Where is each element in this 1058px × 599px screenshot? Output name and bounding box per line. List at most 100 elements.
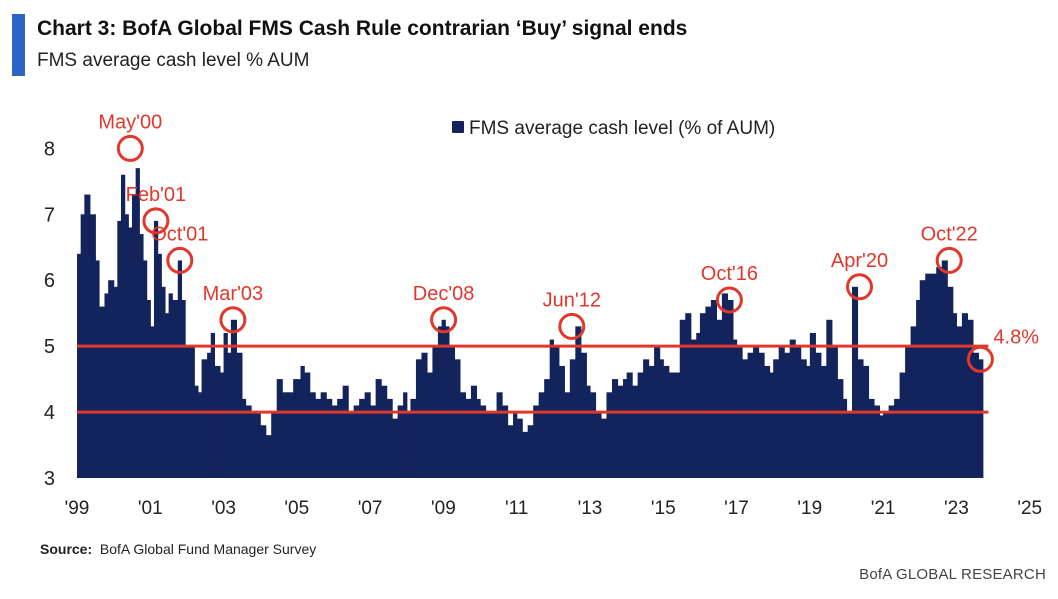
bar xyxy=(161,286,166,478)
bar xyxy=(668,372,675,478)
bar xyxy=(309,392,316,478)
y-tick-label: 3 xyxy=(44,468,55,490)
bar xyxy=(622,379,628,478)
bar xyxy=(586,385,591,478)
bar xyxy=(454,359,461,478)
bar xyxy=(496,392,503,478)
bar xyxy=(84,194,91,478)
bar xyxy=(304,372,311,478)
bar xyxy=(732,339,738,478)
bar xyxy=(947,286,954,478)
bar xyxy=(201,359,208,478)
bar xyxy=(809,332,816,478)
bar xyxy=(862,365,870,478)
bar xyxy=(595,412,602,478)
bar xyxy=(276,379,283,478)
annotation-circle xyxy=(142,207,170,235)
bar xyxy=(437,326,443,478)
bar xyxy=(157,253,162,478)
bar xyxy=(527,425,534,478)
bar xyxy=(663,365,670,478)
annotation-label: Feb'01 xyxy=(126,184,187,206)
bar xyxy=(558,365,565,478)
bar xyxy=(502,405,509,478)
bar xyxy=(245,405,252,478)
bar xyxy=(260,425,267,478)
bar xyxy=(696,332,701,478)
x-axis: '99 '01 '03 '05 '07 '09 '11 '13 '15 '17 '19 '21 '23 '… xyxy=(65,498,1042,519)
annotation-circle xyxy=(558,312,586,340)
bar xyxy=(826,319,833,478)
bar xyxy=(727,300,734,478)
bar xyxy=(397,405,404,478)
source-note: Source: BofA Global Fund Manager Survey xyxy=(40,541,316,557)
x-tick-label: '07 xyxy=(358,498,383,519)
bar xyxy=(842,398,848,478)
bar xyxy=(941,260,948,478)
bar xyxy=(223,332,228,478)
bar xyxy=(868,398,875,478)
bar xyxy=(153,220,159,478)
x-tick-label: '01 xyxy=(138,498,163,519)
bar xyxy=(837,379,844,478)
annotation-label: Jun'12 xyxy=(543,289,601,311)
bar xyxy=(888,405,895,478)
bar xyxy=(441,319,446,478)
bar xyxy=(800,359,807,478)
bar xyxy=(375,379,382,478)
annotation-label: Dec'08 xyxy=(413,283,475,305)
y-tick-label: 6 xyxy=(44,270,55,292)
bar xyxy=(150,326,155,478)
annotation-label: May'00 xyxy=(98,111,162,133)
bar xyxy=(320,392,327,478)
bar xyxy=(685,313,692,478)
bar xyxy=(181,300,186,478)
bar xyxy=(337,398,344,478)
x-tick-label: '03 xyxy=(211,498,236,519)
bar xyxy=(764,365,771,478)
bar xyxy=(406,412,412,478)
bar xyxy=(485,412,492,478)
bar xyxy=(879,415,884,478)
annotation-circle xyxy=(846,273,873,301)
bar xyxy=(617,385,624,478)
x-tick-label: '19 xyxy=(797,498,822,519)
annotation-circle xyxy=(166,246,194,274)
annotation-circle xyxy=(116,134,144,162)
bar xyxy=(470,385,477,478)
bar xyxy=(241,398,247,478)
bar xyxy=(611,379,619,478)
annotation-circle xyxy=(219,306,247,334)
bar xyxy=(348,412,355,478)
bar xyxy=(227,352,232,478)
bar xyxy=(925,273,932,478)
bar xyxy=(815,352,822,478)
bar xyxy=(230,319,237,478)
bar xyxy=(194,385,199,478)
bar xyxy=(139,234,144,478)
bar xyxy=(533,405,540,478)
bar-series xyxy=(77,168,984,479)
chart-legend: FMS average cash level (% of AUM) xyxy=(452,118,775,139)
bar xyxy=(600,418,608,478)
bar xyxy=(168,293,173,478)
bar xyxy=(476,398,481,478)
bar xyxy=(916,300,921,478)
bar xyxy=(251,412,258,478)
y-tick-label: 5 xyxy=(44,336,55,358)
x-tick-label: '15 xyxy=(651,498,676,519)
bar xyxy=(381,385,388,478)
x-tick-label: '21 xyxy=(871,498,896,519)
bar xyxy=(910,326,917,478)
bar xyxy=(410,398,417,478)
bar xyxy=(648,365,655,478)
bar xyxy=(128,227,133,478)
bar xyxy=(142,260,148,478)
bar xyxy=(742,359,749,478)
y-axis: 3 4 5 6 7 8 xyxy=(44,138,55,490)
annotation-label: Oct'16 xyxy=(701,263,758,285)
annotation-label: Oct'22 xyxy=(921,223,978,245)
bar xyxy=(806,365,811,478)
bar xyxy=(674,372,681,478)
